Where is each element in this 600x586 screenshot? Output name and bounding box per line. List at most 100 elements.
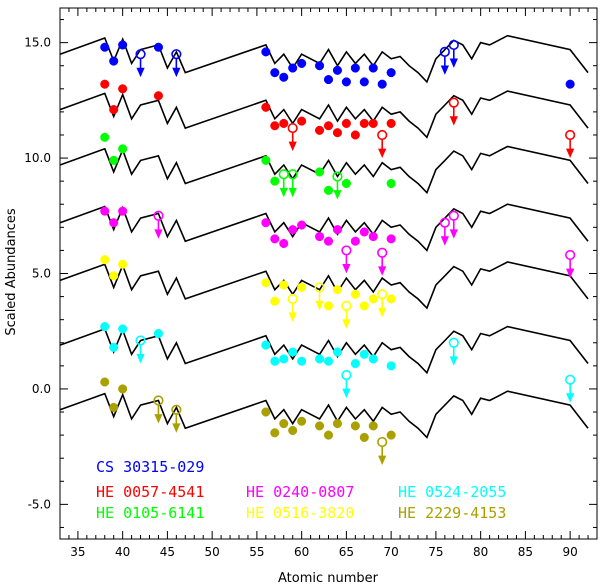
data-point-he-0516-3820 [109, 271, 119, 281]
data-point-he-0524-2055 [297, 356, 307, 366]
upper-limit-he-0524-2055 [341, 369, 352, 399]
y-tick-label: -5.0 [28, 497, 51, 511]
data-point-he-0105-6141 [118, 144, 128, 154]
data-point-he-0516-3820 [332, 285, 343, 295]
data-point-he-0057-4541 [270, 121, 280, 131]
data-point-he-0524-2055 [288, 347, 298, 357]
data-point-he-0240-0807 [359, 227, 369, 237]
x-tick-label: 60 [294, 545, 309, 559]
upper-limit-he-0057-4541 [377, 129, 388, 158]
data-point-he-0524-2055 [109, 342, 119, 352]
data-point-he-0516-3820 [368, 294, 378, 304]
data-point-he-0524-2055 [100, 322, 110, 332]
data-point-cs-30315-029 [100, 42, 110, 52]
data-point-cs-30315-029 [270, 68, 280, 78]
upper-limit-he-0516-3820 [287, 293, 298, 322]
upper-limit-cs-30315-029 [439, 46, 450, 75]
legend: CS 30315-029 HE 0057-4541 HE 0105-6141 HE 0… [96, 458, 506, 522]
data-point-he-0240-0807 [100, 206, 110, 216]
data-point-cs-30315-029 [565, 79, 575, 89]
model-curve-he-0057-4541 [59, 90, 589, 139]
data-point-he-0057-4541 [297, 116, 307, 126]
data-point-he-0057-4541 [350, 130, 360, 140]
data-point-he-0105-6141 [341, 178, 351, 189]
data-point-he-0240-0807 [368, 232, 378, 242]
data-point-he-2229-4153 [332, 419, 343, 429]
upper-limit-he-0516-3820 [314, 282, 325, 311]
x-tick-label: 55 [249, 545, 264, 559]
data-point-he-0057-4541 [279, 118, 289, 128]
upper-limit-he-0105-6141 [332, 171, 343, 200]
legend-entry-he-0516-3820: HE 0516-3820 [246, 504, 354, 522]
data-point-he-2229-4153 [261, 407, 271, 417]
data-point-he-2229-4153 [323, 430, 334, 440]
data-point-he-0240-0807 [315, 232, 325, 242]
data-point-cs-30315-029 [323, 75, 334, 85]
upper-limit-he-2229-4153 [171, 404, 182, 433]
data-point-he-0240-0807 [261, 218, 271, 228]
data-point-he-0516-3820 [297, 282, 307, 292]
y-tick-label: 0.0 [32, 382, 51, 396]
data-point-cs-30315-029 [261, 47, 271, 57]
x-tick-label: 75 [428, 545, 443, 559]
data-point-he-0516-3820 [100, 255, 110, 265]
data-point-he-0240-0807 [279, 238, 289, 249]
data-point-cs-30315-029 [341, 77, 351, 87]
legend-entry-he-0105-6141: HE 0105-6141 [96, 504, 204, 522]
data-point-he-2229-4153 [359, 432, 369, 442]
data-point-cs-30315-029 [386, 68, 396, 78]
x-axis-title: Atomic number [278, 571, 379, 586]
data-point-he-0516-3820 [359, 301, 369, 311]
upper-limit-cs-30315-029 [448, 39, 459, 68]
x-tick-label: 80 [473, 545, 488, 559]
y-tick-label: 5.0 [32, 267, 51, 281]
model-curve-cs-30315-029 [59, 34, 589, 84]
upper-limit-he-0105-6141 [278, 169, 289, 198]
upper-limit-he-0240-0807 [565, 249, 576, 279]
legend-entry-cs-30315-029: CS 30315-029 [96, 458, 204, 476]
upper-limit-he-0516-3820 [341, 300, 352, 329]
data-point-he-0240-0807 [323, 236, 334, 246]
data-point-he-0524-2055 [332, 347, 343, 357]
data-point-he-0240-0807 [350, 236, 360, 246]
data-point-he-0524-2055 [270, 356, 280, 366]
data-point-he-0057-4541 [261, 102, 271, 112]
data-point-he-2229-4153 [100, 377, 110, 387]
data-point-he-2229-4153 [109, 402, 119, 412]
data-point-cs-30315-029 [118, 40, 128, 50]
data-point-he-0516-3820 [118, 259, 128, 269]
data-point-he-0057-4541 [109, 105, 119, 115]
data-point-he-2229-4153 [315, 421, 325, 431]
x-tick-label: 65 [339, 545, 354, 559]
data-point-he-0057-4541 [332, 128, 343, 138]
data-point-he-0240-0807 [270, 234, 280, 244]
upper-limit-he-0524-2055 [565, 374, 576, 403]
model-curve-he-2229-4153 [59, 390, 589, 439]
legend-entry-he-0057-4541: HE 0057-4541 [96, 483, 204, 501]
data-point-he-0105-6141 [386, 178, 396, 189]
upper-limit-he-0240-0807 [448, 210, 459, 239]
data-point-cs-30315-029 [297, 58, 307, 68]
data-point-he-0105-6141 [270, 176, 280, 186]
data-point-he-0105-6141 [315, 167, 325, 177]
model-curve-he-0105-6141 [59, 145, 589, 195]
data-point-he-0524-2055 [261, 340, 271, 350]
data-point-he-0057-4541 [100, 79, 110, 89]
data-point-he-0524-2055 [315, 354, 325, 364]
y-axis-title: Scaled Abundances [4, 208, 19, 336]
data-point-cs-30315-029 [109, 56, 119, 66]
data-point-he-0240-0807 [297, 220, 307, 230]
axis-ticks: 35 40 45 50 55 60 65 70 75 80 85 90 15.0 10.0 5.0 0.0 -5… [24, 8, 598, 559]
data-point-cs-30315-029 [288, 63, 298, 73]
data-point-he-0516-3820 [261, 278, 271, 288]
data-point-he-0105-6141 [323, 185, 334, 195]
data-point-he-0240-0807 [386, 234, 396, 244]
upper-limit-he-0057-4541 [287, 122, 298, 152]
model-curve-he-0240-0807 [59, 203, 589, 252]
upper-limit-he-0240-0807 [377, 247, 388, 276]
x-tick-label: 90 [563, 545, 578, 559]
data-point-he-0057-4541 [118, 84, 128, 94]
data-point-he-2229-4153 [297, 416, 307, 426]
data-point-he-0057-4541 [359, 118, 369, 128]
